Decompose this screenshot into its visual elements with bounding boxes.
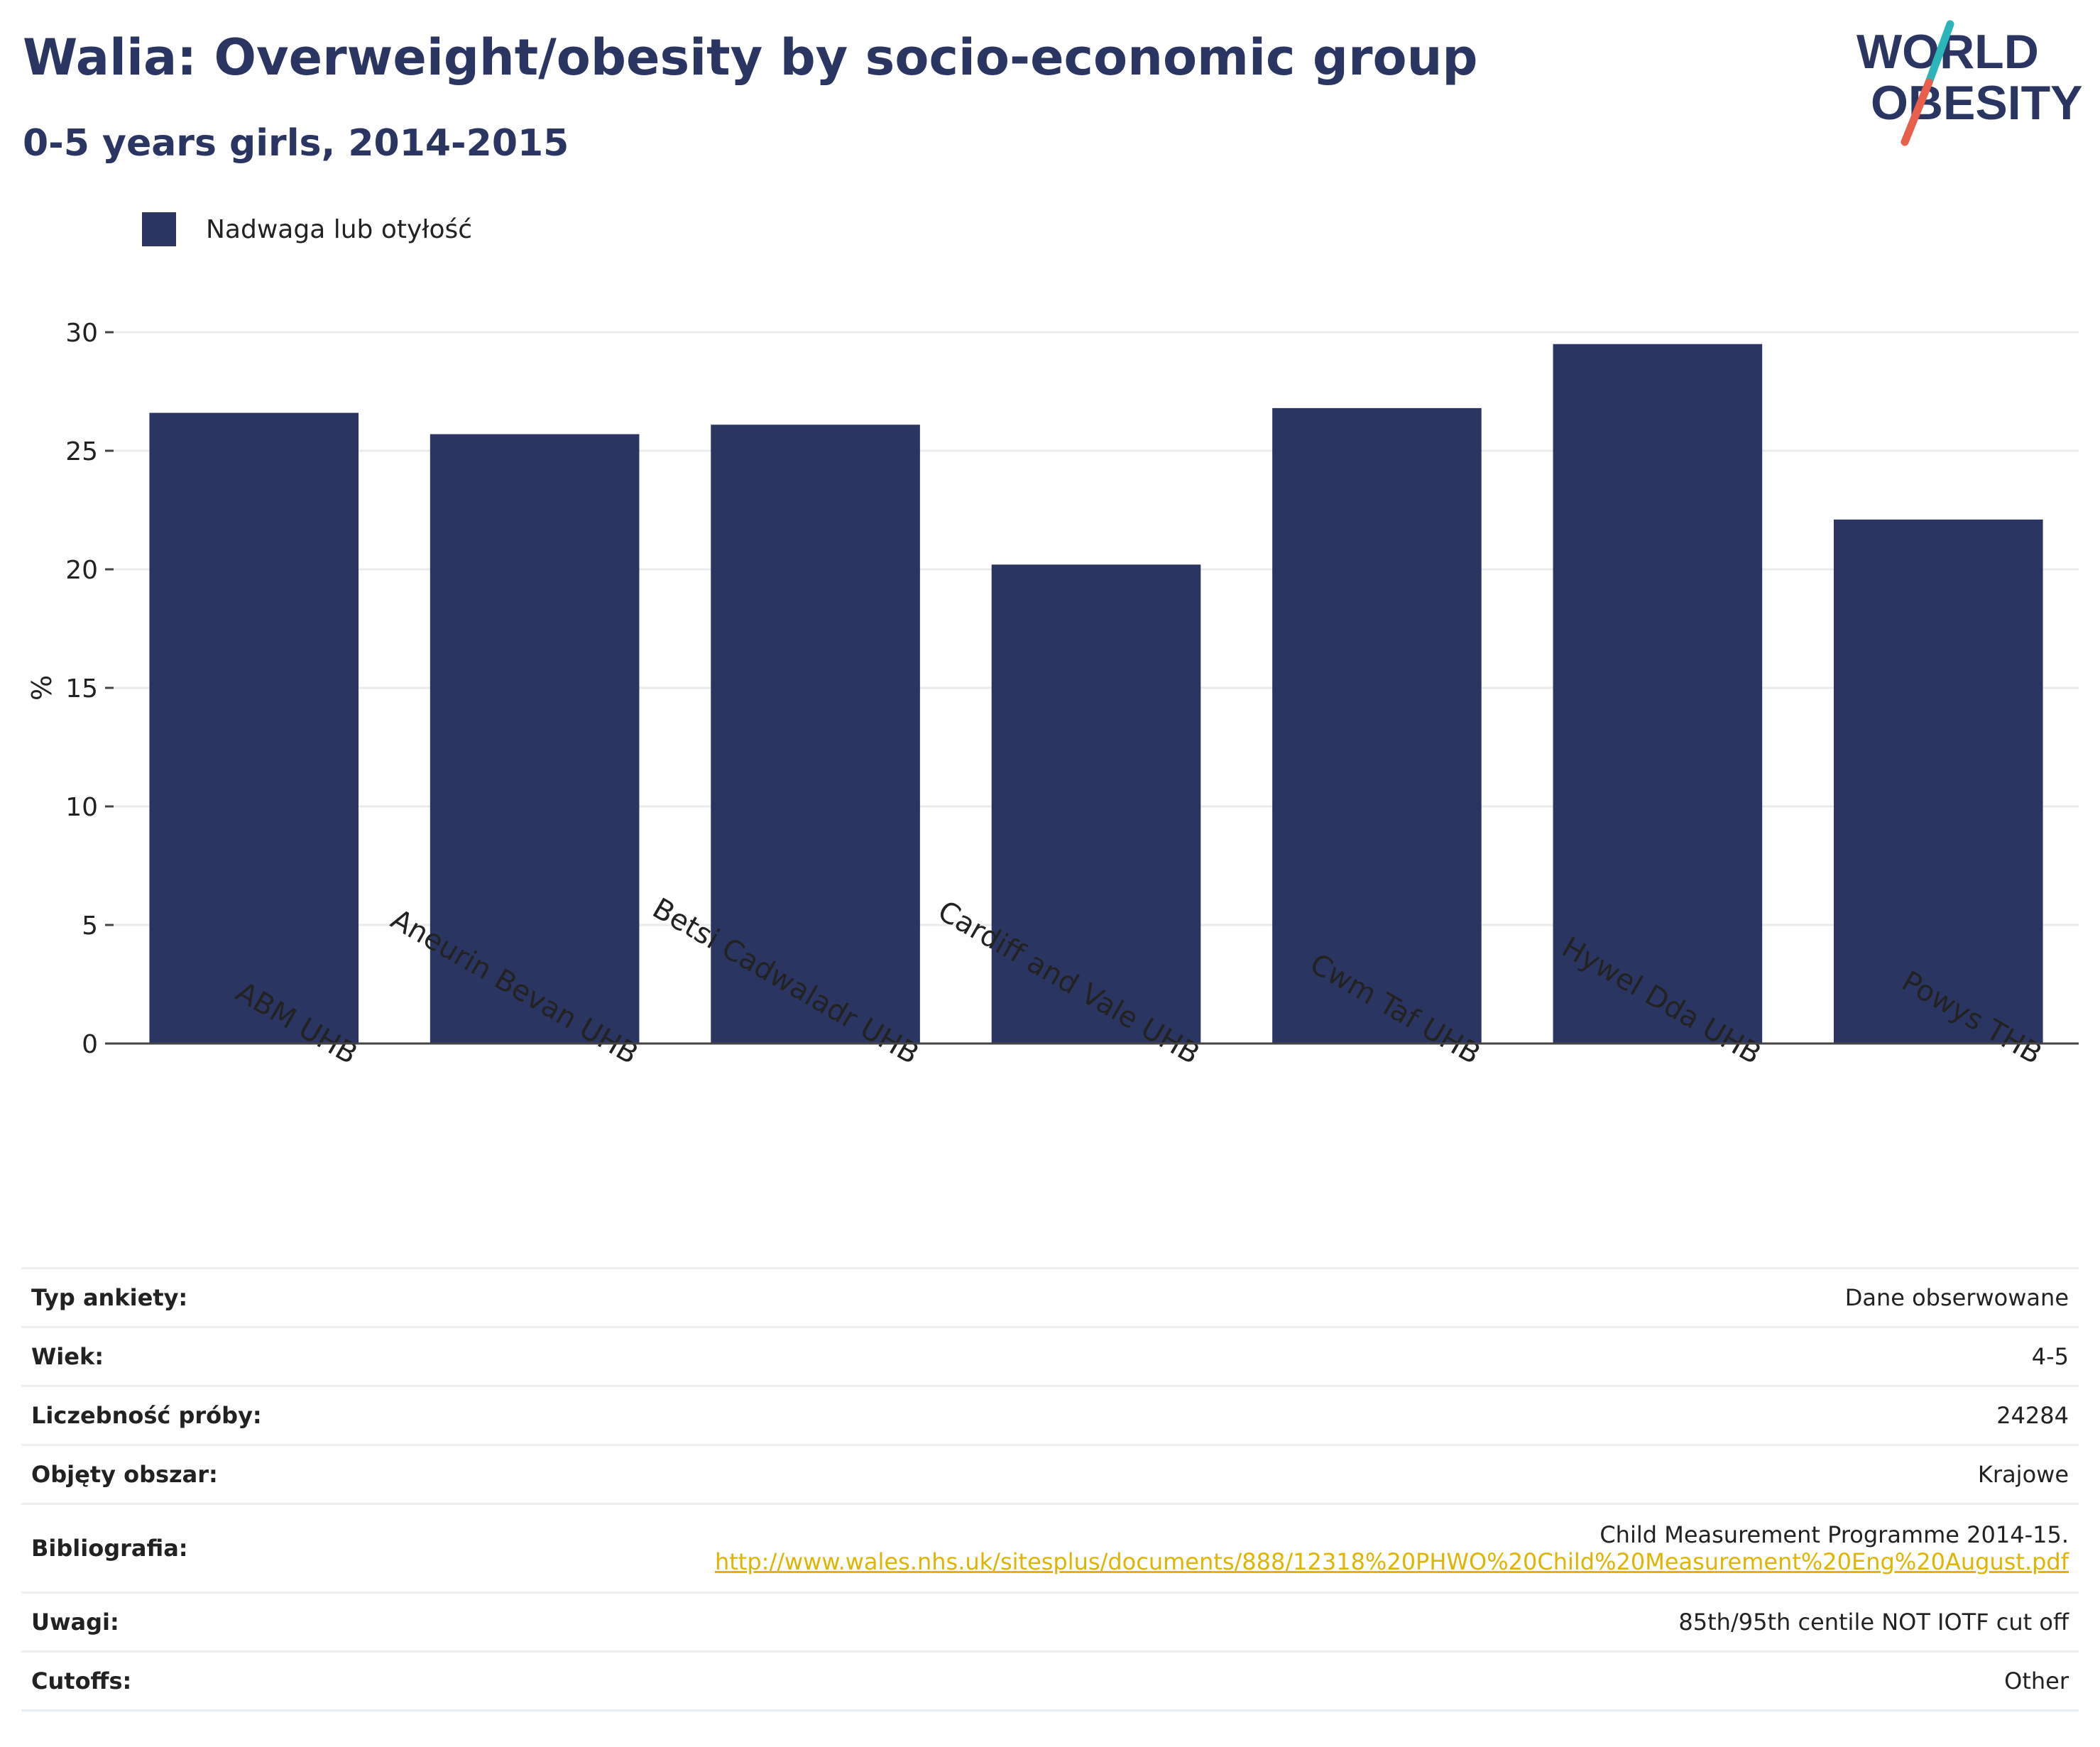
y-tick-label: 30	[65, 319, 98, 348]
legend-label[interactable]: Nadwaga lub otyłość	[206, 214, 473, 244]
info-key: Liczebność próby:	[31, 1402, 262, 1429]
info-key: Cutoffs:	[31, 1667, 132, 1694]
bar[interactable]	[1272, 407, 1482, 1044]
y-tick-label: 5	[82, 911, 98, 941]
logo-text-obesity: OBESITY	[1871, 76, 2083, 130]
source-link[interactable]: http://www.wales.nhs.uk/sitesplus/docume…	[714, 1548, 2069, 1575]
bar[interactable]	[430, 434, 640, 1044]
info-key: Uwagi:	[31, 1609, 119, 1636]
info-key: Objęty obszar:	[31, 1461, 218, 1488]
chart-legend: Nadwaga lub otyłość	[142, 210, 472, 248]
logo-slash-top	[1925, 20, 1954, 87]
bar[interactable]	[149, 412, 359, 1044]
y-tick-label: 0	[82, 1030, 98, 1059]
bar[interactable]	[1553, 344, 1763, 1044]
info-value: Other	[2004, 1667, 2069, 1694]
info-row: Objęty obszar: Krajowe	[21, 1445, 2079, 1504]
info-row: Liczebność próby: 24284	[21, 1386, 2079, 1445]
bar[interactable]	[711, 425, 920, 1044]
y-tick-label: 25	[65, 437, 98, 466]
info-value: Child Measurement Programme 2014-15. http…	[339, 1504, 2079, 1593]
info-value: Krajowe	[1977, 1461, 2069, 1488]
chart-title: Walia: Overweight/obesity by socio-econo…	[23, 28, 1478, 87]
y-tick-label: 20	[65, 556, 98, 585]
y-tick-label: 15	[65, 674, 98, 703]
logo-slash-bottom	[1901, 78, 1933, 146]
bibliography-text: Child Measurement Programme 2014-15.	[1599, 1521, 2069, 1548]
info-key: Typ ankiety:	[31, 1284, 188, 1311]
world-obesity-logo: WORLD OBESITY	[1856, 20, 2083, 146]
info-value: Dane obserwowane	[1844, 1284, 2069, 1311]
info-row: Uwagi: 85th/95th centile NOT IOTF cut off	[21, 1592, 2079, 1652]
info-row: Cutoffs: Other	[21, 1651, 2079, 1711]
info-value: 85th/95th centile NOT IOTF cut off	[1678, 1609, 2069, 1636]
info-key: Bibliografia:	[31, 1535, 188, 1562]
chart-subtitle: 0-5 years girls, 2014-2015	[23, 122, 569, 165]
info-row: Typ ankiety: Dane obserwowane	[21, 1268, 2079, 1327]
info-value: 24284	[1996, 1402, 2069, 1429]
info-value: 4-5	[2031, 1343, 2069, 1370]
bar[interactable]	[1833, 519, 2043, 1044]
info-row: Wiek: 4-5	[21, 1327, 2079, 1386]
bar[interactable]	[991, 564, 1201, 1044]
legend-swatch	[142, 212, 176, 246]
y-axis-label: %	[26, 675, 58, 701]
info-table: Typ ankiety: Dane obserwowane Wiek: 4-5 Licz…	[21, 1267, 2079, 1712]
info-row: Bibliografia: Child Measurement Programme…	[21, 1504, 2079, 1593]
y-tick-label: 10	[65, 793, 98, 822]
info-key: Wiek:	[31, 1343, 104, 1370]
